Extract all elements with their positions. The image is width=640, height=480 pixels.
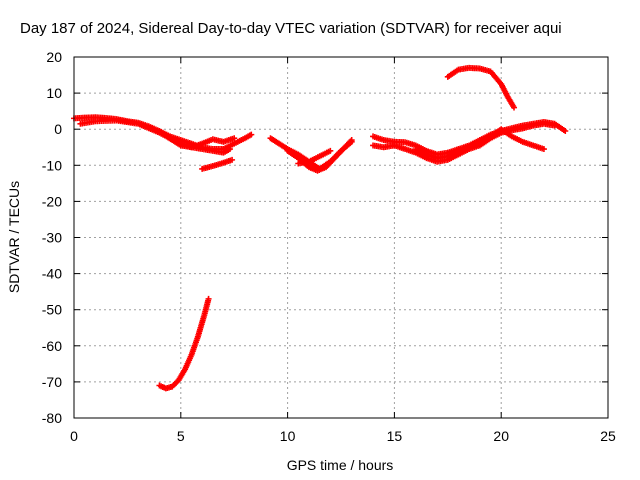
chart-title: Day 187 of 2024, Sidereal Day-to-day VTE…: [20, 20, 562, 37]
axis-ticks: 0 5 10 15 20 25 20 10 0 -10 -20 -30 -40 -50 -60 -70 -80: [42, 49, 616, 444]
y-tick-label: -70: [42, 374, 62, 390]
series-track-3: [160, 131, 238, 151]
y-tick-label: -60: [42, 338, 62, 354]
data-point: [562, 128, 569, 135]
y-axis-title: SDTVAR / TECUs: [6, 181, 22, 293]
series-track-5: [156, 295, 212, 392]
y-tick-label: 10: [46, 85, 62, 101]
data-point: [348, 137, 355, 144]
data-point: [551, 122, 558, 129]
data-point: [205, 295, 212, 302]
x-tick-label: 10: [280, 428, 296, 444]
data-point: [229, 156, 236, 163]
data-point: [231, 135, 238, 142]
x-axis-title: GPS time / hours: [287, 457, 394, 473]
y-tick-label: 0: [54, 121, 62, 137]
x-tick-label: 25: [600, 428, 616, 444]
data-series: [71, 64, 569, 392]
x-tick-label: 0: [70, 428, 78, 444]
x-tick-label: 20: [493, 428, 509, 444]
y-tick-label: -80: [42, 410, 62, 426]
y-tick-label: -50: [42, 302, 62, 318]
data-point: [327, 147, 334, 154]
y-tick-label: -10: [42, 157, 62, 173]
y-tick-label: 20: [46, 49, 62, 65]
data-point: [540, 146, 547, 153]
y-tick-label: -40: [42, 266, 62, 282]
series-track-11: [412, 126, 547, 162]
data-point: [511, 104, 518, 111]
series-track-4: [199, 156, 236, 172]
y-tick-label: -30: [42, 230, 62, 246]
series-track-12: [444, 64, 518, 111]
data-point: [248, 131, 255, 138]
x-tick-label: 15: [387, 428, 403, 444]
y-tick-label: -20: [42, 193, 62, 209]
series-track-7: [284, 137, 355, 174]
data-point: [226, 146, 233, 153]
series-track-8: [295, 147, 334, 167]
x-tick-label: 5: [177, 428, 185, 444]
